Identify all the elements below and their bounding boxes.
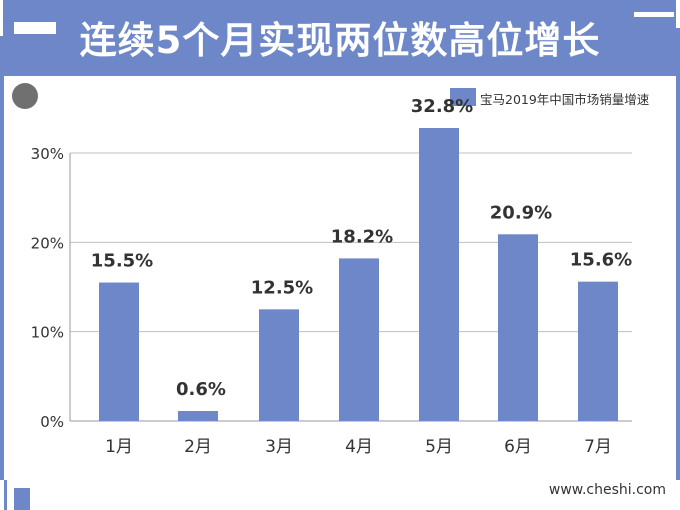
- corner-mark-top-right: [634, 12, 674, 17]
- x-tick-label: 4月: [345, 437, 373, 457]
- x-tick-label: 1月: [105, 437, 133, 457]
- bar-3: [259, 309, 299, 421]
- y-axis-ticks: 0% 10% 20% 30%: [31, 145, 64, 431]
- title-banner: 连续5个月实现两位数高位增长: [0, 0, 680, 74]
- decorative-dot-icon: [12, 83, 38, 109]
- bar-7: [578, 281, 618, 421]
- x-tick-label: 2月: [184, 437, 212, 457]
- website-link[interactable]: www.cheshi.com: [548, 482, 666, 498]
- bar-4: [339, 258, 379, 421]
- y-tick-label: 10%: [31, 324, 64, 342]
- y-tick-label: 0%: [40, 413, 64, 431]
- bars: [99, 127, 618, 421]
- footer-edge-mark: [4, 480, 7, 510]
- bar-5: [419, 127, 459, 421]
- data-label: 0.6%: [176, 379, 226, 400]
- x-tick-label: 5月: [425, 437, 453, 457]
- x-tick-label: 6月: [504, 437, 532, 457]
- bar-1: [99, 282, 139, 421]
- data-label: 18.2%: [331, 226, 393, 247]
- footer-corner-mark: [14, 488, 30, 510]
- bar-2: [178, 411, 218, 421]
- data-label: 15.6%: [570, 250, 632, 271]
- bar-6: [498, 234, 538, 421]
- data-label: 20.9%: [490, 202, 552, 223]
- data-label: 32.8%: [411, 96, 473, 117]
- corner-mark-top-right-edge: [676, 0, 680, 28]
- x-axis-ticks: 1月 2月 3月 4月 5月 6月 7月: [105, 437, 612, 457]
- footer: www.cheshi.com: [0, 480, 680, 510]
- corner-mark-top-left-bar: [14, 22, 56, 34]
- legend-label: 宝马2019年中国市场销量增速: [480, 92, 650, 107]
- data-label: 15.5%: [91, 251, 153, 272]
- page-title: 连续5个月实现两位数高位增长: [79, 19, 601, 62]
- x-tick-label: 7月: [584, 437, 612, 457]
- data-labels: 15.5% 0.6% 12.5% 18.2% 32.8% 20.9% 15.6%: [91, 96, 632, 400]
- y-tick-label: 20%: [31, 234, 64, 252]
- data-label: 12.5%: [251, 277, 313, 298]
- y-tick-label: 30%: [31, 145, 64, 163]
- x-tick-label: 3月: [265, 437, 293, 457]
- legend-swatch: [450, 88, 476, 106]
- corner-mark-top-left: [0, 0, 3, 36]
